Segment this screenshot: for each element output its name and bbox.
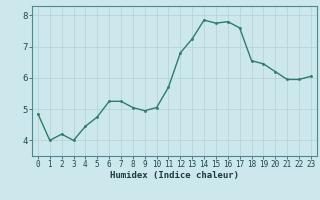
X-axis label: Humidex (Indice chaleur): Humidex (Indice chaleur) — [110, 171, 239, 180]
